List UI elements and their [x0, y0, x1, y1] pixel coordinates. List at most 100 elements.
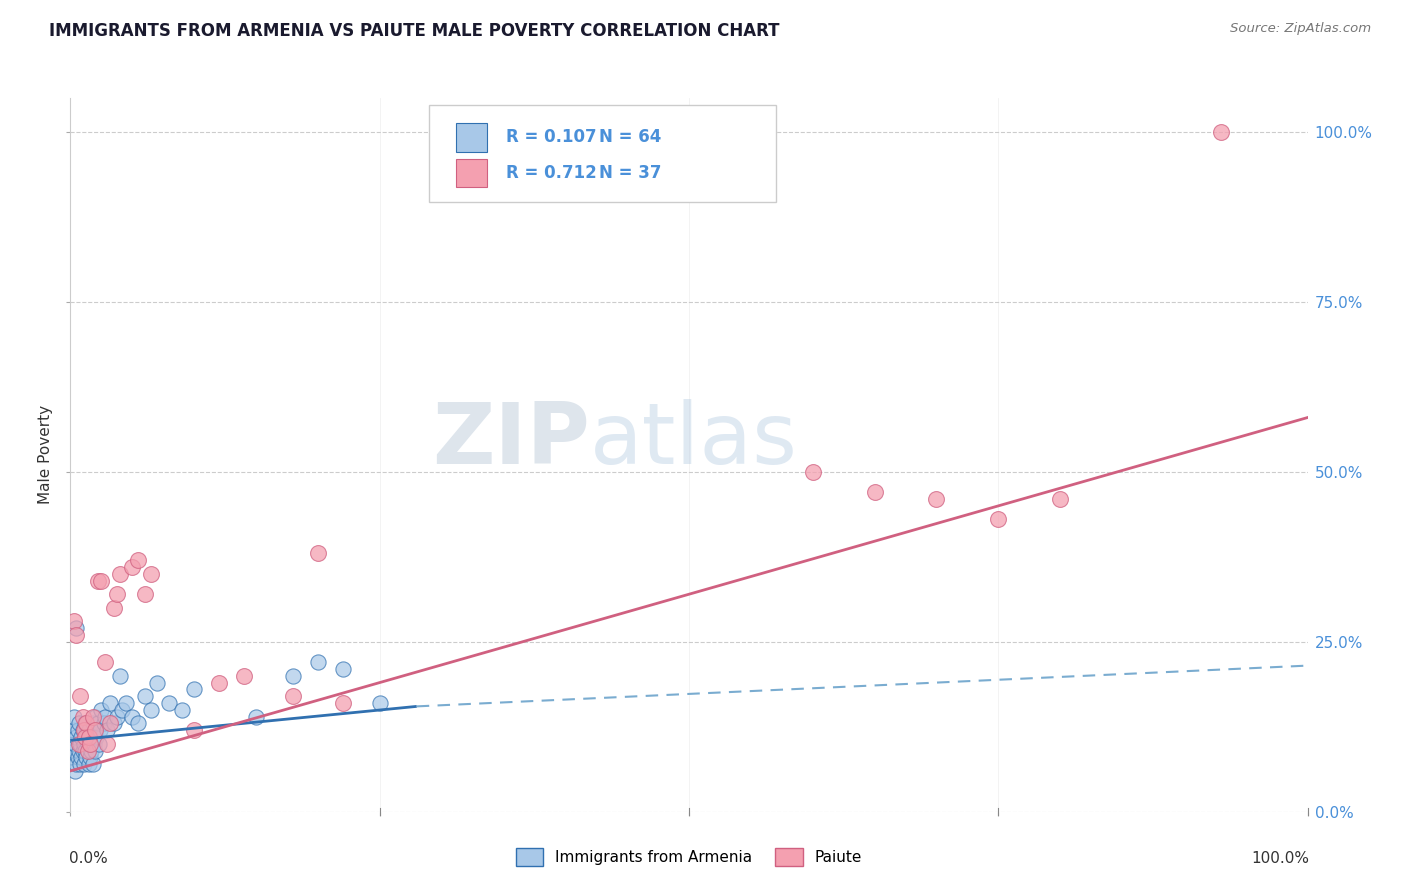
Point — [75, 750, 97, 764]
Text: 100.0%: 100.0% — [1251, 851, 1309, 866]
FancyBboxPatch shape — [457, 159, 488, 187]
Point — [134, 587, 156, 601]
Point — [127, 716, 149, 731]
Point — [86, 716, 108, 731]
Point — [65, 757, 87, 772]
Point — [146, 675, 169, 690]
Point — [82, 757, 104, 772]
Point — [105, 587, 128, 601]
Text: 0.0%: 0.0% — [69, 851, 108, 866]
Point — [72, 723, 94, 738]
Point — [72, 743, 94, 757]
Point — [103, 716, 125, 731]
Point — [69, 757, 91, 772]
Point — [66, 750, 89, 764]
Text: R = 0.107: R = 0.107 — [506, 128, 596, 146]
Point — [75, 716, 97, 731]
Point — [84, 709, 107, 723]
Point — [332, 696, 354, 710]
Point — [208, 675, 231, 690]
Point — [69, 689, 91, 703]
Point — [67, 743, 90, 757]
Point — [65, 621, 87, 635]
Point — [170, 703, 193, 717]
Point — [79, 737, 101, 751]
Point — [801, 465, 824, 479]
Point — [75, 743, 97, 757]
Point — [105, 709, 128, 723]
Point — [76, 743, 98, 757]
Y-axis label: Male Poverty: Male Poverty — [38, 405, 53, 505]
Point — [94, 655, 117, 669]
Point — [63, 709, 86, 723]
Text: N = 37: N = 37 — [599, 164, 661, 182]
Point — [60, 737, 83, 751]
Point — [66, 723, 89, 738]
Point — [63, 743, 86, 757]
Point — [183, 682, 205, 697]
Point — [108, 669, 131, 683]
Point — [139, 566, 162, 581]
Point — [65, 730, 87, 744]
Point — [79, 730, 101, 744]
Point — [84, 723, 107, 738]
Point — [84, 743, 107, 757]
Point — [121, 560, 143, 574]
Point — [86, 574, 108, 588]
Point — [70, 730, 93, 744]
Text: ZIP: ZIP — [432, 399, 591, 483]
Point — [1049, 492, 1071, 507]
FancyBboxPatch shape — [457, 123, 488, 152]
Point — [134, 689, 156, 703]
Point — [84, 730, 107, 744]
Point — [76, 737, 98, 751]
Point — [307, 546, 329, 560]
Point — [98, 696, 121, 710]
Point — [82, 716, 104, 731]
Point — [65, 628, 87, 642]
Point — [281, 689, 304, 703]
Point — [67, 716, 90, 731]
Point — [69, 737, 91, 751]
Point — [987, 512, 1010, 526]
Point — [75, 716, 97, 731]
Point — [139, 703, 162, 717]
Point — [111, 703, 134, 717]
Point — [73, 737, 96, 751]
Point — [281, 669, 304, 683]
Point — [62, 723, 84, 738]
Legend: Immigrants from Armenia, Paiute: Immigrants from Armenia, Paiute — [509, 842, 869, 871]
Point — [103, 600, 125, 615]
Text: Source: ZipAtlas.com: Source: ZipAtlas.com — [1230, 22, 1371, 36]
Point — [115, 696, 138, 710]
Point — [70, 750, 93, 764]
Point — [83, 737, 105, 751]
Point — [65, 764, 87, 778]
Point — [96, 723, 118, 738]
Point — [63, 615, 86, 629]
Point — [89, 723, 111, 738]
Point — [96, 737, 118, 751]
Point — [62, 750, 84, 764]
Point — [77, 757, 100, 772]
Point — [232, 669, 254, 683]
Point — [332, 662, 354, 676]
Text: atlas: atlas — [591, 399, 799, 483]
Text: IMMIGRANTS FROM ARMENIA VS PAIUTE MALE POVERTY CORRELATION CHART: IMMIGRANTS FROM ARMENIA VS PAIUTE MALE P… — [49, 22, 780, 40]
Point — [90, 574, 112, 588]
Point — [77, 723, 100, 738]
Point — [72, 709, 94, 723]
Point — [75, 730, 97, 744]
FancyBboxPatch shape — [429, 105, 776, 202]
Text: R = 0.712: R = 0.712 — [506, 164, 596, 182]
Point — [863, 485, 886, 500]
Point — [925, 492, 948, 507]
Point — [157, 696, 180, 710]
Point — [67, 737, 90, 751]
Point — [121, 709, 143, 723]
Point — [183, 723, 205, 738]
Point — [75, 730, 97, 744]
Point — [82, 709, 104, 723]
Point — [98, 716, 121, 731]
Point — [245, 709, 267, 723]
